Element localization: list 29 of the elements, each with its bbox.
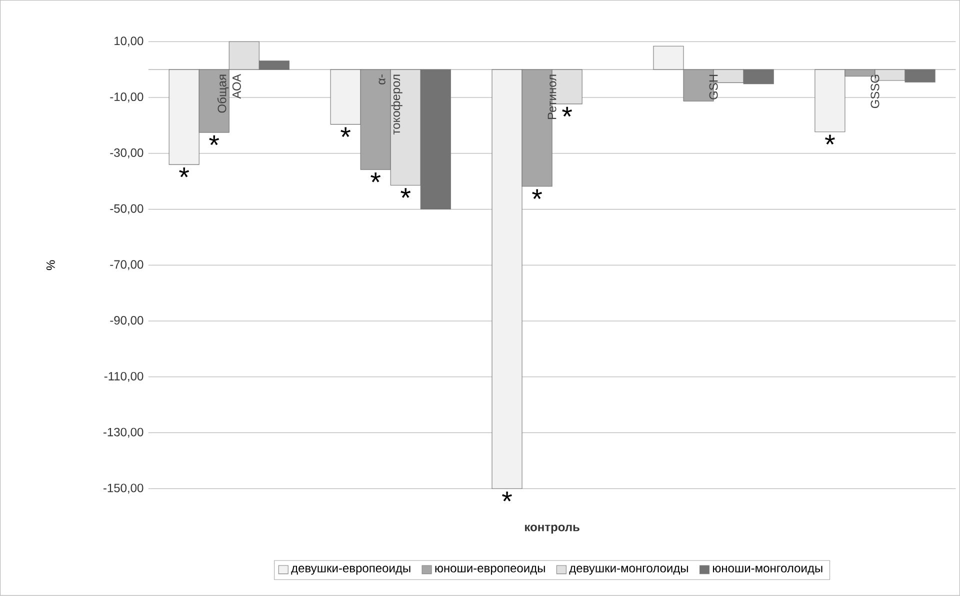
- y-tick-label: -90,00: [110, 316, 144, 326]
- data-label: *: [502, 492, 512, 502]
- data-label: *: [179, 168, 190, 178]
- legend-label: девушки-монголоиды: [569, 566, 688, 575]
- data-label: *: [825, 134, 835, 145]
- x-tick-label: α-токоферол: [378, 74, 402, 135]
- y-tick-label: -130,00: [103, 428, 144, 438]
- legend-label: девушки-европеоиды: [291, 566, 410, 575]
- y-tick-label: -30,00: [110, 148, 144, 158]
- data-label: *: [562, 107, 572, 117]
- y-axis-title: %: [46, 260, 55, 270]
- legend-label: юноши-европеоиды: [435, 566, 545, 575]
- y-tick-label: -10,00: [110, 92, 144, 103]
- x-tick-label: Общая АОА: [217, 74, 241, 113]
- data-label: *: [370, 172, 381, 182]
- data-label: *: [532, 189, 542, 200]
- data-label: *: [340, 127, 351, 138]
- x-tick-label: GSSG: [870, 75, 880, 108]
- x-axis-title: контроль: [525, 524, 580, 534]
- data-label: *: [209, 136, 220, 146]
- legend-label: юноши-монголоиды: [713, 566, 822, 575]
- x-tick-label: GSH: [709, 75, 718, 100]
- x-tick-label: Ретинол: [548, 74, 556, 120]
- y-tick-label: -110,00: [104, 372, 144, 382]
- y-tick-label: -150,00: [103, 484, 144, 494]
- data-label: *: [400, 188, 411, 198]
- y-tick-label: 10,00: [114, 36, 144, 47]
- y-tick-label: -70,00: [110, 260, 144, 270]
- y-tick-label: -50,00: [110, 204, 144, 214]
